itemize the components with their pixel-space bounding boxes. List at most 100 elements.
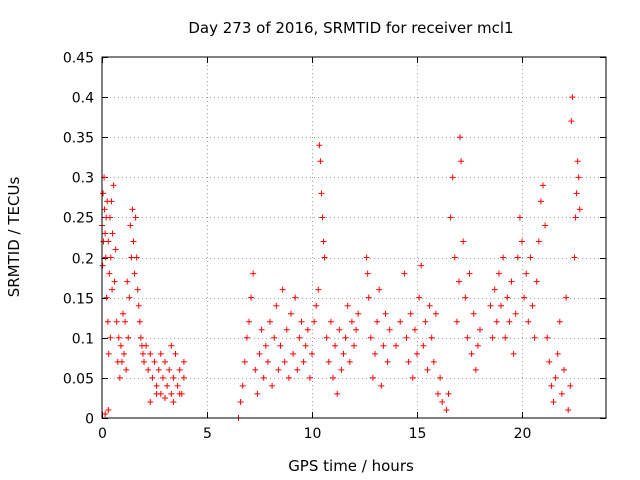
data-point [548, 382, 555, 389]
data-point [109, 286, 116, 293]
data-point [106, 214, 113, 221]
plot-frame [101, 56, 607, 419]
y-tick-label: 0.25 [63, 211, 94, 227]
data-point [290, 350, 297, 357]
data-point [525, 318, 532, 325]
data-point [131, 270, 138, 277]
axis-ticks: 0 5 10 15 20 0 0.05 0.1 0.15 0.2 0.25 0.3 0.35 0.4 0.4… [63, 51, 606, 442]
x-tick-label: 20 [514, 426, 532, 442]
data-point [133, 254, 140, 261]
data-point [246, 318, 252, 325]
data-point [180, 358, 187, 365]
data-point [346, 358, 353, 365]
data-point [466, 270, 473, 277]
data-point [122, 318, 129, 325]
data-point [170, 374, 177, 381]
data-point [311, 318, 318, 325]
data-points [99, 94, 583, 421]
data-point [574, 158, 581, 165]
data-point [565, 406, 572, 413]
data-point [104, 318, 111, 325]
data-point [416, 294, 423, 301]
data-point [302, 342, 309, 349]
data-point [267, 318, 273, 325]
data-point [141, 358, 147, 365]
data-point [568, 118, 575, 125]
data-point [317, 158, 324, 165]
data-point [550, 398, 557, 405]
data-point [489, 334, 496, 341]
data-point [99, 262, 106, 269]
data-point [121, 350, 128, 357]
data-point [445, 390, 452, 397]
data-point [491, 286, 498, 293]
data-point [462, 294, 469, 301]
data-point [332, 342, 339, 349]
data-point [139, 350, 146, 357]
data-point [239, 382, 246, 389]
data-point [418, 262, 425, 269]
data-point [153, 382, 160, 389]
data-point [128, 254, 135, 261]
data-point [546, 358, 553, 365]
data-point [542, 222, 549, 229]
data-point [451, 254, 458, 261]
data-point [411, 326, 418, 333]
data-point [403, 334, 410, 341]
data-point [340, 350, 347, 357]
data-point [320, 238, 327, 245]
data-point [108, 198, 115, 205]
data-point [176, 390, 183, 397]
y-tick-label: 0.15 [63, 292, 94, 308]
data-point [170, 398, 177, 405]
data-point [420, 342, 427, 349]
data-point [363, 254, 370, 261]
data-point [145, 366, 152, 373]
data-point [510, 350, 517, 357]
data-point [304, 326, 311, 333]
data-point [113, 318, 120, 325]
x-tick-label: 15 [409, 426, 427, 442]
data-point [435, 390, 441, 397]
data-point [364, 270, 371, 277]
data-point [166, 366, 173, 373]
data-point [426, 302, 433, 309]
data-point [498, 302, 504, 309]
data-point [118, 358, 125, 365]
data-point [443, 406, 450, 413]
data-point [447, 214, 454, 221]
data-point [143, 342, 150, 349]
data-point [325, 358, 332, 365]
data-point [405, 358, 412, 365]
data-point [576, 206, 583, 213]
data-point [243, 334, 250, 341]
data-point [180, 374, 187, 381]
data-point [422, 318, 429, 325]
data-point [102, 230, 109, 237]
data-point [271, 334, 278, 341]
data-point [561, 366, 567, 373]
data-point [134, 286, 141, 293]
data-point [151, 358, 158, 365]
data-point [569, 94, 576, 101]
data-point [102, 410, 109, 417]
data-point [162, 358, 168, 365]
data-point [147, 350, 154, 357]
data-point [430, 358, 437, 365]
data-point [258, 326, 265, 333]
chart-title: Day 273 of 2016, SRMTID for receiver mcl… [188, 19, 513, 37]
data-point [369, 374, 376, 381]
data-point [157, 350, 164, 357]
data-point [136, 318, 143, 325]
data-point [111, 278, 118, 285]
data-point [432, 310, 439, 317]
data-point [336, 326, 343, 333]
data-point [457, 134, 464, 141]
data-point [529, 302, 536, 309]
data-point [176, 366, 183, 373]
data-point [477, 326, 483, 333]
data-point [248, 294, 255, 301]
data-point [374, 318, 381, 325]
data-point [472, 366, 479, 373]
